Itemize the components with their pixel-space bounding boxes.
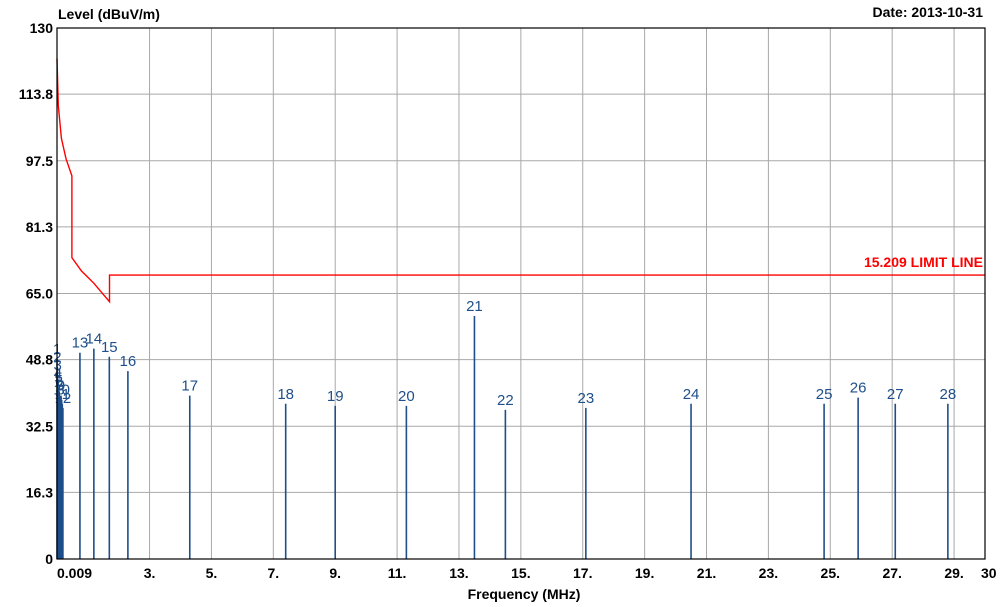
marker-18-label: 18 xyxy=(277,386,294,403)
y-axis-ticks: 0 16.3 32.5 48.8 65.0 81.3 97.5 113.8 130 xyxy=(19,20,53,567)
y-tick-label: 81.3 xyxy=(26,219,53,235)
marker-15-label: 15 xyxy=(101,339,118,356)
x-tick-label: 27. xyxy=(882,565,901,581)
x-tick-label: 0.009 xyxy=(57,565,92,581)
y-tick-label: 65.0 xyxy=(26,286,53,302)
x-tick-label: 30 xyxy=(981,565,997,581)
marker-28-label: 28 xyxy=(940,386,957,403)
marker-11-label: 11 xyxy=(55,386,71,403)
marker-13-label: 13 xyxy=(72,335,89,352)
marker-23-label: 23 xyxy=(577,390,594,407)
y-tick-label: 97.5 xyxy=(26,153,53,169)
marker-4-label: 4 xyxy=(54,365,62,382)
marker-20-label: 20 xyxy=(398,388,415,405)
marker-7-label: 7 xyxy=(56,378,64,395)
marker-6-label: 6 xyxy=(55,374,63,391)
marker-21-label: 21 xyxy=(466,298,483,315)
x-tick-label: 7. xyxy=(267,565,279,581)
y-axis-label: Level (dBuV/m) xyxy=(58,6,160,22)
x-tick-label: 23. xyxy=(759,565,778,581)
grid xyxy=(56,27,986,560)
x-tick-label: 13. xyxy=(449,565,468,581)
marker-25-label: 25 xyxy=(816,386,833,403)
marker-14-label: 14 xyxy=(86,331,103,348)
x-tick-label: 15. xyxy=(511,565,530,581)
marker-26-label: 26 xyxy=(850,380,867,397)
marker-16-label: 16 xyxy=(120,353,137,370)
x-tick-label: 17. xyxy=(573,565,592,581)
marker-27-label: 27 xyxy=(887,386,904,403)
x-tick-label: 25. xyxy=(821,565,840,581)
marker-12-label: 12 xyxy=(55,390,72,407)
plot-frame xyxy=(56,27,986,560)
y-tick-label: 0 xyxy=(45,551,53,567)
marker-22-label: 22 xyxy=(497,392,514,409)
x-tick-label: 21. xyxy=(697,565,716,581)
y-tick-label: 113.8 xyxy=(19,86,53,102)
limit-line-label: 15.209 LIMIT LINE xyxy=(864,254,983,270)
y-tick-label: 16.3 xyxy=(26,484,53,500)
marker-24-label: 24 xyxy=(683,386,700,403)
y-tick-label: 130 xyxy=(30,20,54,36)
marker-19-label: 19 xyxy=(327,388,344,405)
x-axis-label: Frequency (MHz) xyxy=(468,586,581,602)
marker-9-label: 9 xyxy=(57,378,65,395)
x-tick-label: 19. xyxy=(635,565,654,581)
limit-line xyxy=(56,58,985,304)
x-tick-label: 3. xyxy=(144,565,156,581)
x-tick-label: 29. xyxy=(944,565,963,581)
marker-3-label: 3 xyxy=(53,357,61,374)
date-label: Date: 2013-10-31 xyxy=(872,4,983,20)
y-tick-label: 48.8 xyxy=(26,352,53,368)
x-tick-label: 9. xyxy=(329,565,341,581)
marker-17-label: 17 xyxy=(181,378,198,395)
x-axis-ticks: 0.009 3. 5. 7. 9. 11. 13. 15. 17. 19. 21. 23. 25. 27.… xyxy=(57,565,997,581)
x-tick-label: 11. xyxy=(388,565,407,581)
y-tick-label: 32.5 xyxy=(26,418,53,434)
x-tick-label: 5. xyxy=(206,565,218,581)
limit-line-layer xyxy=(56,58,985,304)
marker-5-label: 5 xyxy=(54,369,62,386)
marker-8-label: 8 xyxy=(56,382,64,399)
